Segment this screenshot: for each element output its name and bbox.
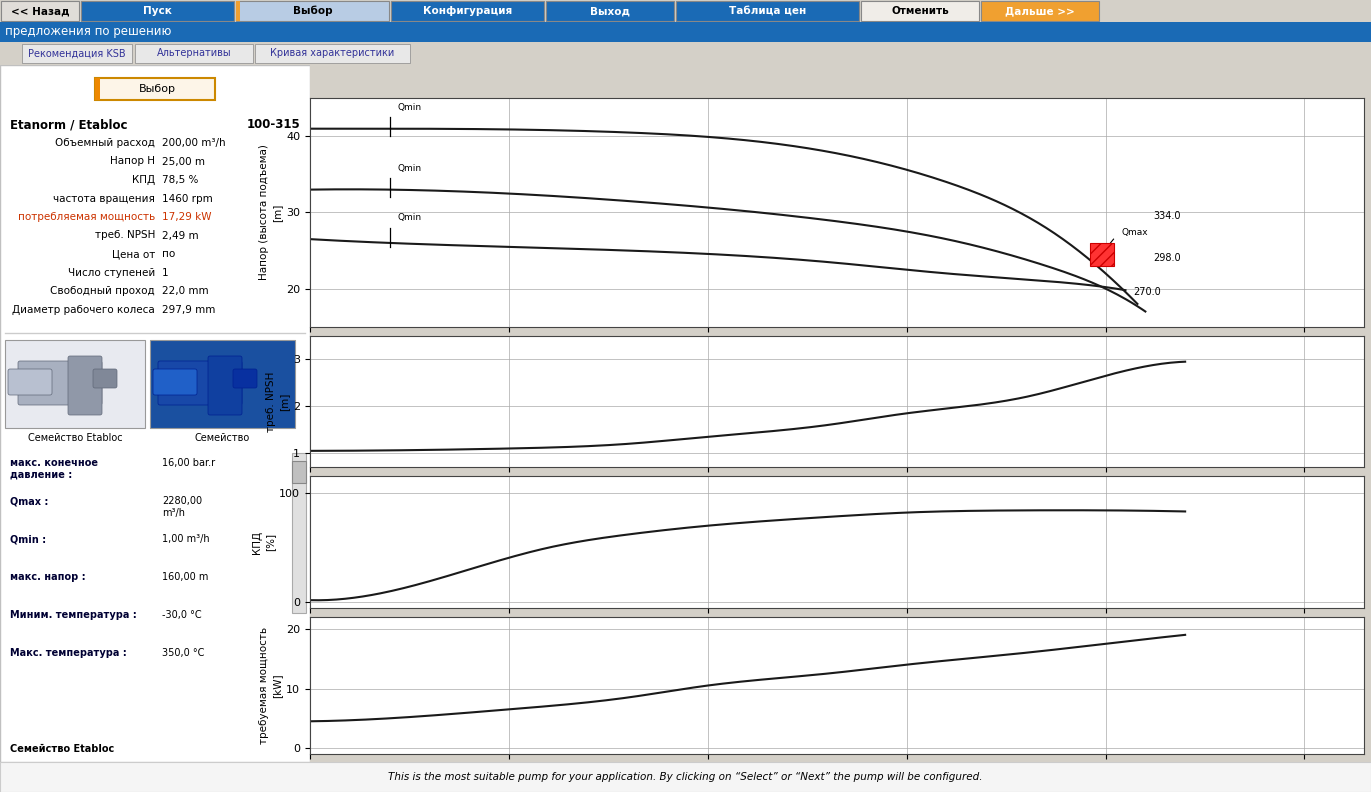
Bar — [5, 340, 145, 428]
Text: Qmax: Qmax — [1121, 228, 1148, 237]
Text: 297,9 mm: 297,9 mm — [162, 304, 215, 314]
Bar — [149, 340, 295, 428]
Text: 334.0: 334.0 — [1153, 211, 1180, 221]
Bar — [546, 1, 675, 21]
Bar — [391, 1, 544, 21]
FancyBboxPatch shape — [93, 369, 117, 388]
Text: Etanorm / Etabloc: Etanorm / Etabloc — [10, 119, 128, 131]
Text: Свободный проход: Свободный проход — [51, 286, 155, 296]
Bar — [255, 44, 410, 63]
Y-axis label: треб. NPSH
[m]: треб. NPSH [m] — [266, 371, 289, 432]
FancyBboxPatch shape — [233, 369, 256, 388]
Text: Семейство Etabloc: Семейство Etabloc — [27, 433, 122, 443]
Text: предложения по решению: предложения по решению — [5, 25, 171, 39]
Text: Альтернативы: Альтернативы — [156, 48, 232, 59]
Text: 160,00 m: 160,00 m — [162, 572, 208, 582]
Text: Qmin: Qmin — [398, 213, 422, 223]
Bar — [982, 1, 1100, 21]
FancyBboxPatch shape — [8, 369, 52, 395]
Y-axis label: КПД
[%]: КПД [%] — [252, 531, 276, 554]
Bar — [22, 44, 132, 63]
Text: Qmin: Qmin — [398, 164, 422, 173]
Bar — [95, 78, 100, 100]
FancyBboxPatch shape — [69, 356, 101, 415]
Y-axis label: требуемая мощность
[kW]: требуемая мощность [kW] — [259, 627, 282, 744]
Text: Конфигурация: Конфигурация — [422, 6, 513, 16]
Bar — [861, 1, 979, 21]
Y-axis label: Напор (высота подъема)
[m]: Напор (высота подъема) [m] — [259, 144, 282, 280]
FancyBboxPatch shape — [208, 356, 243, 415]
Text: треб. NPSH: треб. NPSH — [95, 230, 155, 241]
Text: частота вращения: частота вращения — [53, 193, 155, 204]
Text: This is the most suitable pump for your application. By clicking on “Select” or : This is the most suitable pump for your … — [388, 772, 983, 782]
Bar — [292, 461, 306, 483]
Text: Цена от: Цена от — [112, 249, 155, 259]
Bar — [236, 1, 240, 21]
FancyBboxPatch shape — [154, 369, 197, 395]
Text: Диаметр рабочего колеса: Диаметр рабочего колеса — [12, 304, 155, 314]
Bar — [1090, 243, 1113, 266]
Text: Выбор: Выбор — [138, 84, 175, 94]
Text: Напор Н: Напор Н — [110, 157, 155, 166]
Text: по: по — [162, 249, 175, 259]
Text: 350,0 °C: 350,0 °C — [162, 648, 204, 658]
Text: 1: 1 — [162, 268, 169, 277]
Text: 100-315: 100-315 — [247, 119, 300, 131]
Bar — [236, 1, 389, 21]
Text: Кривая характеристики: Кривая характеристики — [270, 48, 395, 59]
Text: Отменить: Отменить — [891, 6, 949, 16]
Text: Дальше >>: Дальше >> — [1005, 6, 1075, 16]
Text: [m³/h]: [m³/h] — [492, 478, 525, 488]
Bar — [81, 1, 234, 21]
Bar — [95, 78, 215, 100]
Text: Семейство: Семейство — [195, 433, 250, 443]
Bar — [1, 1, 80, 21]
Text: потребляемая мощность: потребляемая мощность — [18, 212, 155, 222]
Text: 17,29 kW: 17,29 kW — [162, 212, 211, 222]
Text: 16,00 bar.r: 16,00 bar.r — [162, 458, 215, 468]
Text: Пуск: Пуск — [143, 6, 171, 16]
Text: Qmin :: Qmin : — [10, 534, 47, 544]
Text: [m³/h]: [m³/h] — [492, 345, 525, 355]
Bar — [676, 1, 860, 21]
Text: 298.0: 298.0 — [1153, 253, 1180, 263]
Text: << Назад: << Назад — [11, 6, 70, 16]
Text: Выбор: Выбор — [292, 6, 332, 17]
FancyBboxPatch shape — [158, 361, 243, 405]
Text: 2,49 m: 2,49 m — [162, 230, 199, 241]
Text: 200,00 m³/h: 200,00 m³/h — [162, 138, 226, 148]
Text: Семейство Etabloc: Семейство Etabloc — [10, 744, 114, 754]
Text: 1460 rpm: 1460 rpm — [162, 193, 213, 204]
Text: 270.0: 270.0 — [1134, 287, 1161, 298]
Bar — [292, 453, 306, 613]
Text: макс. конечное
давление :: макс. конечное давление : — [10, 458, 97, 480]
Text: Выход: Выход — [590, 6, 631, 16]
Text: макс. напор :: макс. напор : — [10, 572, 85, 582]
Text: [m³/h]: [m³/h] — [492, 765, 525, 775]
Text: 2280,00
m³/h: 2280,00 m³/h — [162, 496, 202, 518]
Text: Таблица цен: Таблица цен — [729, 6, 806, 16]
Text: Число ступеней: Число ступеней — [67, 268, 155, 277]
Text: 78,5 %: 78,5 % — [162, 175, 199, 185]
Text: [m³/h]: [m³/h] — [492, 619, 525, 628]
Text: 22,0 mm: 22,0 mm — [162, 286, 208, 296]
FancyBboxPatch shape — [18, 361, 101, 405]
Text: Qmax :: Qmax : — [10, 496, 48, 506]
Text: Объемный расход: Объемный расход — [55, 138, 155, 148]
X-axis label: Подача: Подача — [814, 779, 860, 792]
Text: 25,00 m: 25,00 m — [162, 157, 206, 166]
Text: Рекомендация KSB: Рекомендация KSB — [29, 48, 126, 59]
Text: КПД: КПД — [132, 175, 155, 185]
Text: Макс. температура :: Макс. температура : — [10, 648, 126, 658]
Text: 1,00 m³/h: 1,00 m³/h — [162, 534, 210, 544]
Bar — [134, 44, 254, 63]
Text: Qmin: Qmin — [398, 103, 422, 112]
Text: Миним. температура :: Миним. температура : — [10, 610, 137, 620]
Text: -30,0 °C: -30,0 °C — [162, 610, 202, 620]
